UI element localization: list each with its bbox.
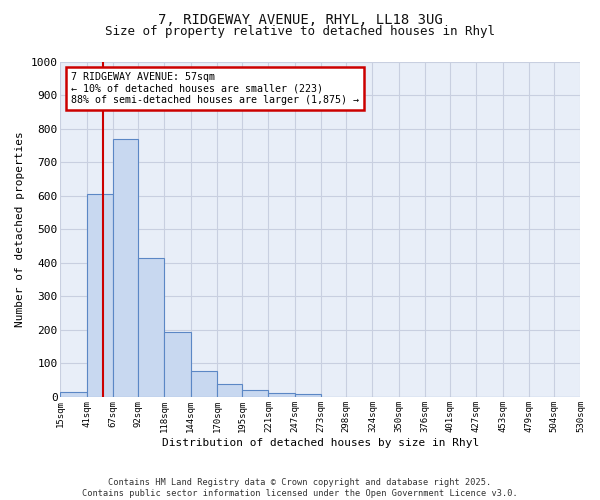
Bar [295,394,321,397]
Text: 7, RIDGEWAY AVENUE, RHYL, LL18 3UG: 7, RIDGEWAY AVENUE, RHYL, LL18 3UG [158,12,442,26]
Bar [113,138,138,397]
Bar [86,194,113,397]
Bar [268,392,295,397]
Bar [61,392,86,397]
Bar [217,384,242,397]
Text: Size of property relative to detached houses in Rhyl: Size of property relative to detached ho… [105,25,495,38]
X-axis label: Distribution of detached houses by size in Rhyl: Distribution of detached houses by size … [162,438,479,448]
Y-axis label: Number of detached properties: Number of detached properties [15,132,25,327]
Text: 7 RIDGEWAY AVENUE: 57sqm
← 10% of detached houses are smaller (223)
88% of semi-: 7 RIDGEWAY AVENUE: 57sqm ← 10% of detach… [71,72,359,105]
Text: Contains HM Land Registry data © Crown copyright and database right 2025.
Contai: Contains HM Land Registry data © Crown c… [82,478,518,498]
Bar [242,390,268,397]
Bar [191,371,217,397]
Bar [164,332,191,397]
Bar [138,258,164,397]
